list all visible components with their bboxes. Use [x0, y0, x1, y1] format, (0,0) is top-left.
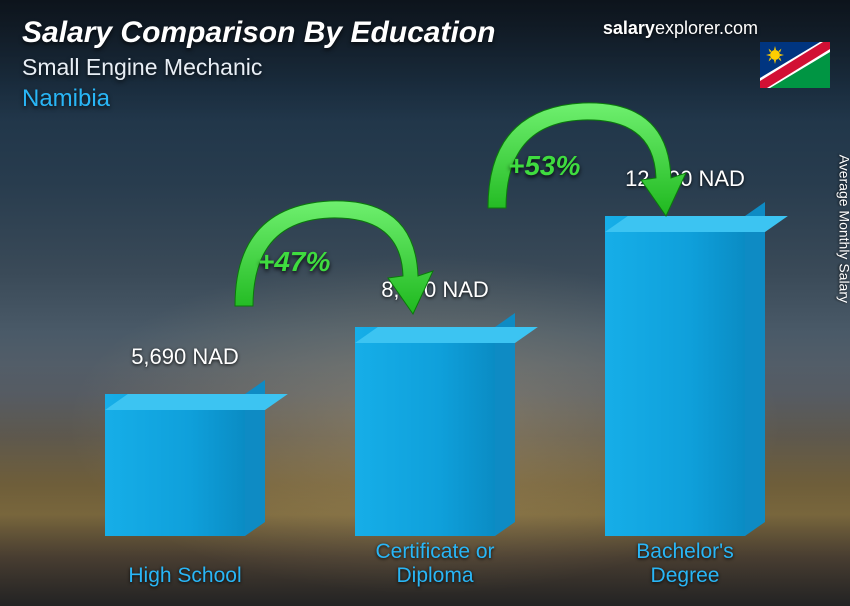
bar-side	[495, 313, 515, 536]
increase-arrow	[468, 78, 698, 243]
chart-subtitle: Small Engine Mechanic	[22, 54, 495, 81]
bar-category-label: High School	[65, 564, 305, 588]
branding-text: salaryexplorer.com	[603, 18, 758, 39]
bar-front	[105, 394, 245, 536]
yaxis-label: Average Monthly Salary	[836, 155, 850, 303]
bar	[105, 394, 265, 536]
bar-chart: 5,690 NADHigh School8,370 NADCertificate…	[40, 146, 810, 586]
arrow-icon	[468, 78, 698, 238]
bar-category-label: Bachelor'sDegree	[565, 540, 805, 588]
bar-category-label: Certificate orDiploma	[315, 540, 555, 588]
bar-front	[605, 216, 745, 536]
bar-side	[745, 202, 765, 536]
title-block: Salary Comparison By Education Small Eng…	[22, 16, 495, 113]
percent-increase-label: +47%	[258, 246, 330, 278]
bar	[605, 216, 765, 536]
infographic-container: Salary Comparison By Education Small Eng…	[0, 0, 850, 606]
branding-rest: explorer.com	[655, 18, 758, 38]
bar	[355, 327, 515, 536]
namibia-flag-icon	[760, 42, 830, 88]
bar-top	[105, 394, 288, 410]
bar-value: 5,690 NAD	[85, 344, 285, 370]
chart-title: Salary Comparison By Education	[22, 16, 495, 50]
percent-increase-label: +53%	[508, 150, 580, 182]
branding-bold: salary	[603, 18, 655, 38]
chart-country: Namibia	[22, 85, 495, 113]
bar-front	[355, 327, 495, 536]
